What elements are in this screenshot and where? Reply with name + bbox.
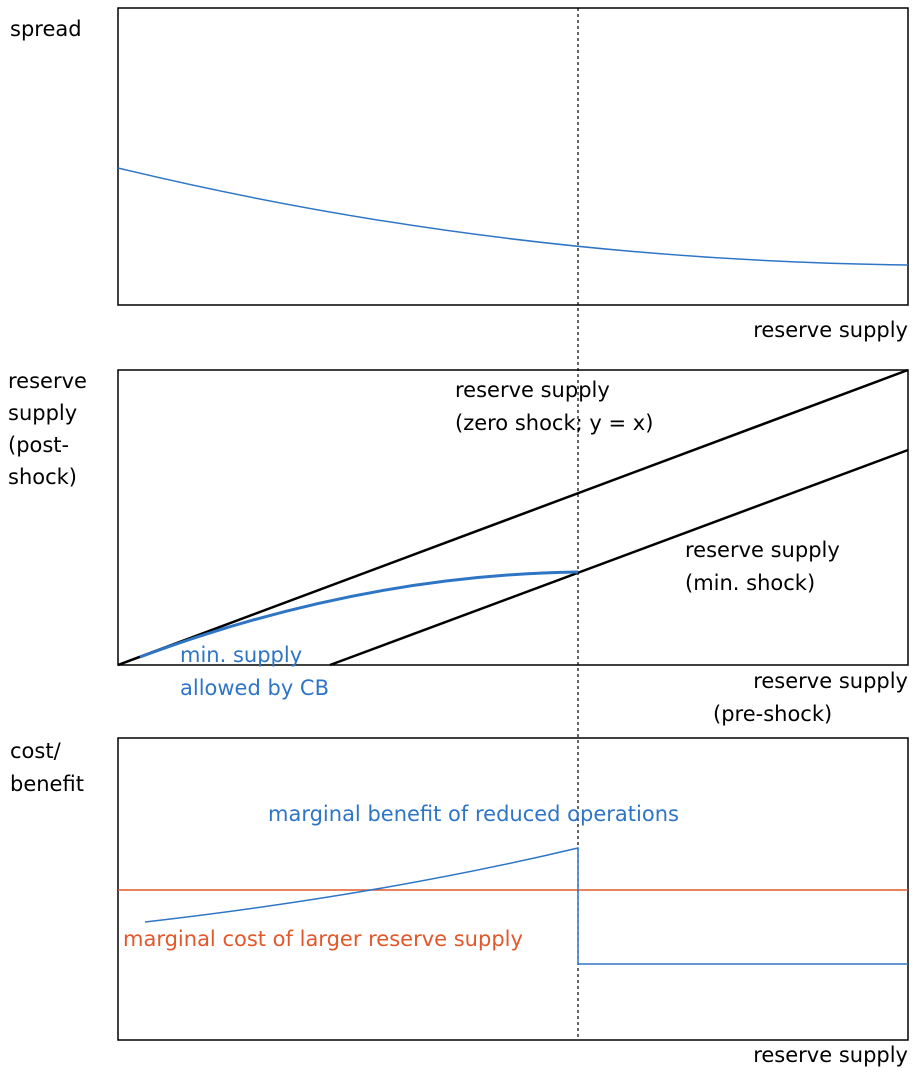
y-label: cost/ — [10, 739, 62, 763]
annotation: marginal benefit of reduced operations — [268, 802, 679, 826]
annotation: min. supply — [180, 643, 302, 667]
zero-shock-line — [117, 368, 909, 667]
panel-frame — [117, 369, 909, 666]
min-shock-line — [329, 448, 909, 667]
x-label: (pre-shock) — [713, 702, 832, 726]
y-label: reserve — [8, 369, 87, 393]
min-supply-curve — [139, 570, 579, 659]
x-label: reserve supply — [753, 318, 908, 342]
marginal-benefit-curve — [144, 847, 908, 965]
y-label: shock) — [8, 465, 77, 489]
annotation: reserve supply — [685, 538, 840, 562]
y-label: spread — [10, 17, 82, 41]
panel-frame — [117, 7, 909, 306]
annotation: (zero shock; y = x) — [455, 411, 653, 435]
annotation: reserve supply — [455, 378, 610, 402]
panel-frame — [117, 737, 909, 1041]
y-label: supply — [8, 401, 77, 425]
y-label: (post- — [8, 433, 69, 457]
annotation: (min. shock) — [685, 571, 815, 595]
annotation: marginal cost of larger reserve supply — [123, 927, 523, 951]
x-label: reserve supply — [753, 1043, 908, 1067]
annotation: allowed by CB — [180, 676, 329, 700]
spread-curve — [117, 167, 909, 266]
y-label: benefit — [10, 772, 84, 796]
x-label: reserve supply — [753, 669, 908, 693]
